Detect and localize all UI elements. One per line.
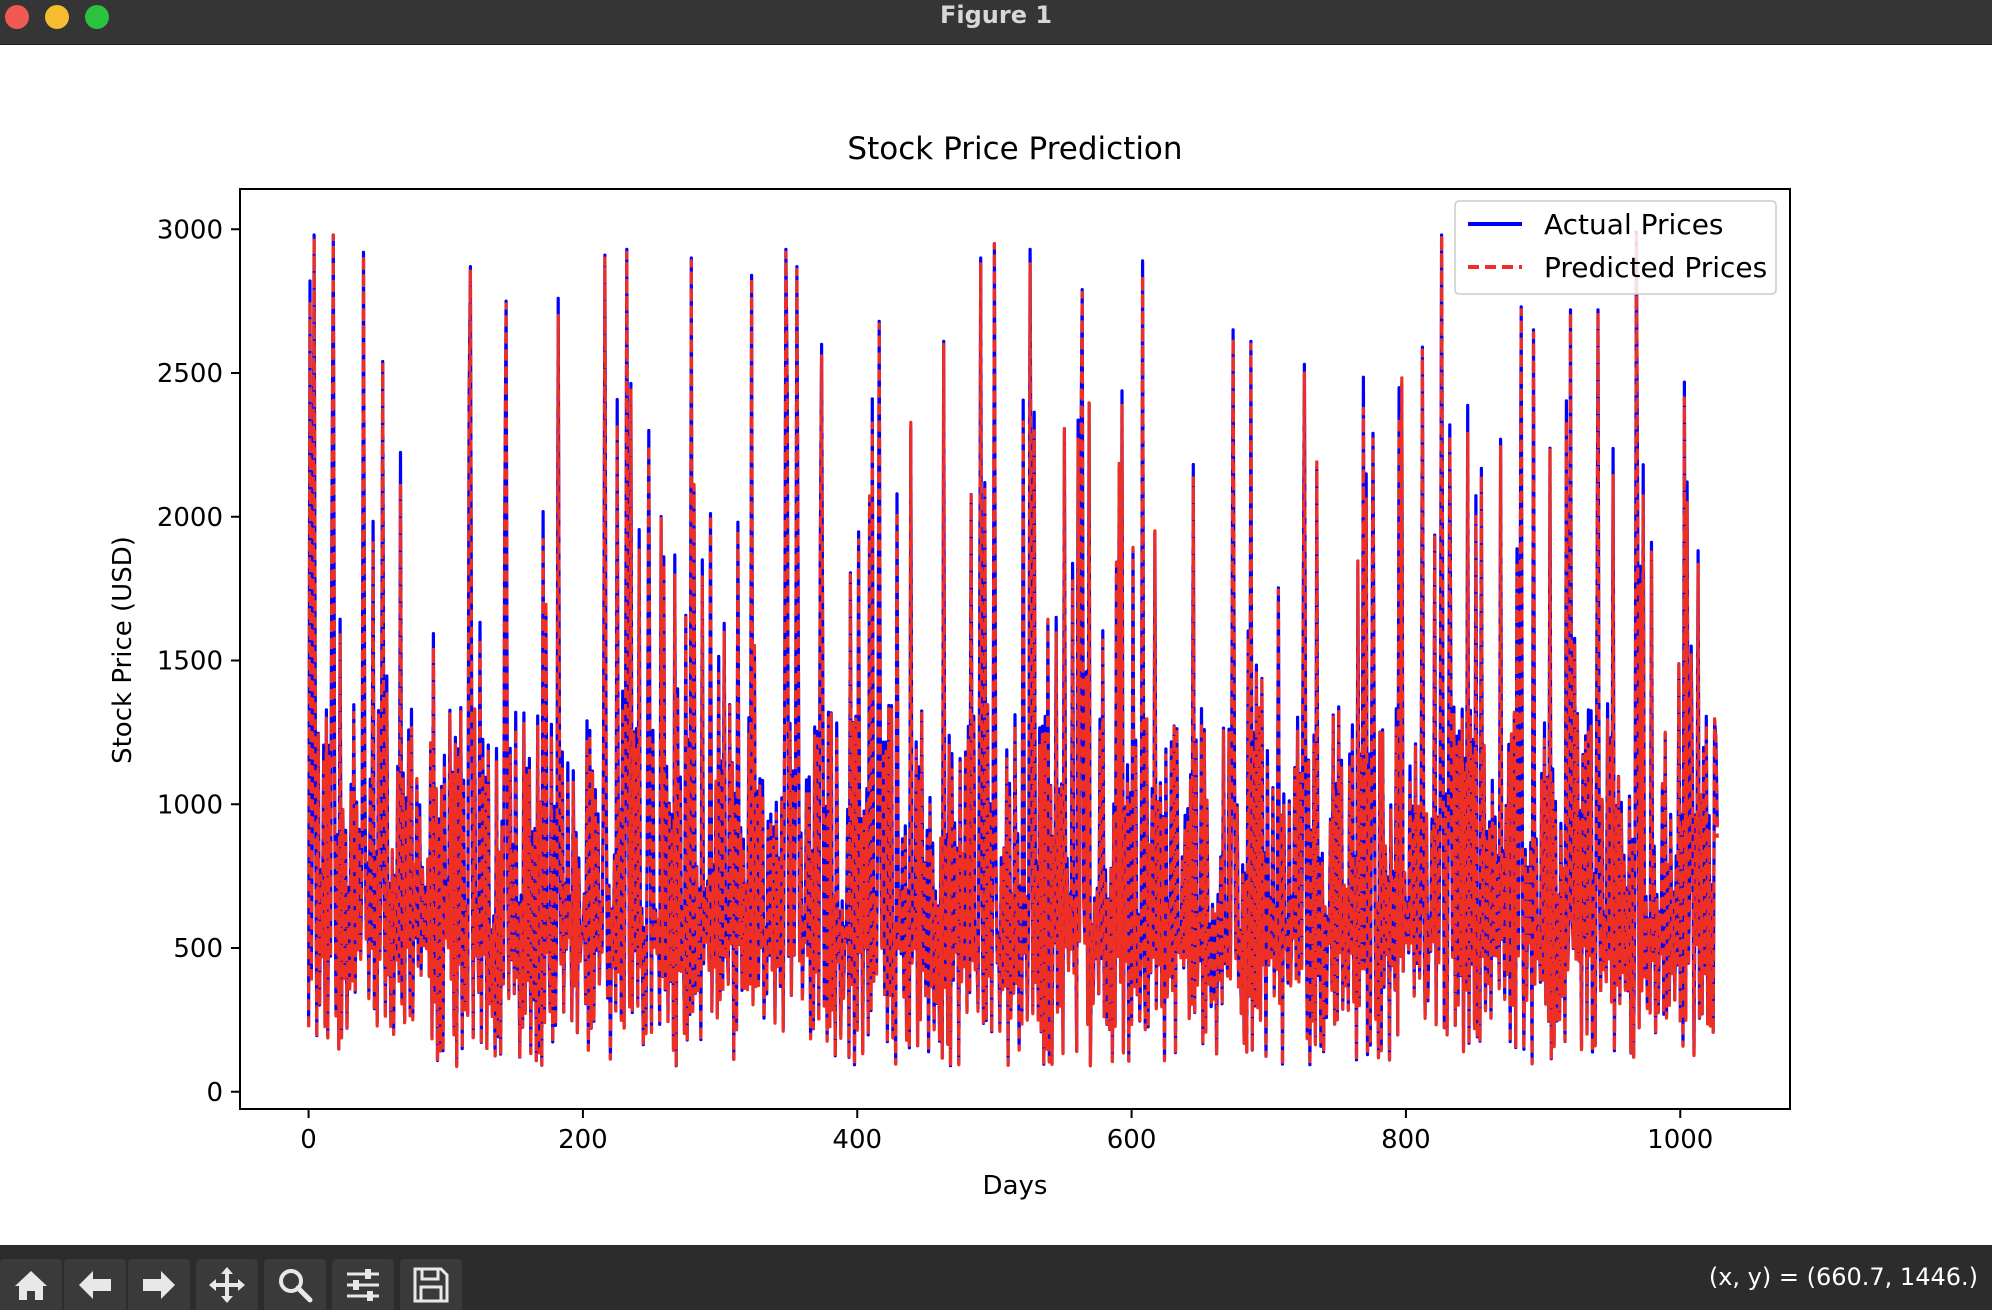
- home-button[interactable]: [0, 1259, 62, 1310]
- home-icon: [15, 1270, 47, 1300]
- line-chart: Stock Price Prediction Days Stock Price …: [108, 131, 1791, 1201]
- x-tick-label: 200: [558, 1125, 608, 1155]
- legend-box: [1454, 200, 1777, 295]
- configure-subplots-button[interactable]: [332, 1259, 394, 1310]
- legend-predicted-label: Predicted Prices: [1544, 251, 1767, 284]
- maximize-window-button[interactable]: [85, 5, 109, 29]
- legend-actual-label: Actual Prices: [1544, 208, 1724, 241]
- figure-canvas[interactable]: Stock Price Prediction Days Stock Price …: [0, 45, 1992, 1245]
- forward-arrow-icon: [143, 1270, 175, 1299]
- legend: Actual Prices Predicted Prices: [1454, 200, 1777, 295]
- chart-title: Stock Price Prediction: [847, 131, 1182, 167]
- cursor-coordinates: (x, y) = (660.7, 1446.): [1708, 1263, 1978, 1291]
- pan-icon: [209, 1266, 245, 1303]
- y-tick-label: 3000: [157, 215, 223, 245]
- save-icon: [413, 1267, 449, 1302]
- pan-button[interactable]: [196, 1259, 258, 1310]
- y-axis-label: Stock Price (USD): [108, 536, 138, 764]
- y-tick-label: 500: [173, 934, 223, 964]
- y-tick-label: 0: [206, 1078, 223, 1108]
- forward-button[interactable]: [128, 1259, 190, 1310]
- y-tick-label: 1500: [157, 647, 223, 677]
- series-layer: [307, 230, 1719, 1069]
- back-arrow-icon: [79, 1270, 111, 1299]
- x-tick-label: 1000: [1647, 1125, 1713, 1155]
- back-button[interactable]: [64, 1259, 126, 1310]
- x-tick-label: 0: [300, 1125, 317, 1155]
- window-title: Figure 1: [939, 1, 1053, 29]
- configure-subplots-icon: [347, 1268, 379, 1301]
- axes-frame: [239, 188, 1791, 1110]
- minimize-window-button[interactable]: [45, 5, 69, 29]
- y-tick-label: 2000: [157, 503, 223, 533]
- window-titlebar: Figure 1: [0, 0, 1992, 45]
- zoom-button[interactable]: [264, 1259, 326, 1310]
- save-button[interactable]: [400, 1259, 462, 1310]
- series-line-predicted-prices: [307, 233, 1719, 1069]
- y-tick-label: 2500: [157, 359, 223, 389]
- close-window-button[interactable]: [5, 5, 29, 29]
- x-tick-label: 400: [832, 1125, 882, 1155]
- axis-ticks: 0 200 400 600 800 1000 0 500 1000 1500 2000 2500 300…: [157, 215, 1714, 1155]
- y-tick-label: 1000: [157, 790, 223, 820]
- x-axis-label: Days: [983, 1171, 1048, 1201]
- x-tick-label: 600: [1107, 1125, 1157, 1155]
- navigation-toolbar: (x, y) = (660.7, 1446.): [0, 1245, 1992, 1310]
- x-tick-label: 800: [1381, 1125, 1431, 1155]
- zoom-icon: [279, 1268, 313, 1302]
